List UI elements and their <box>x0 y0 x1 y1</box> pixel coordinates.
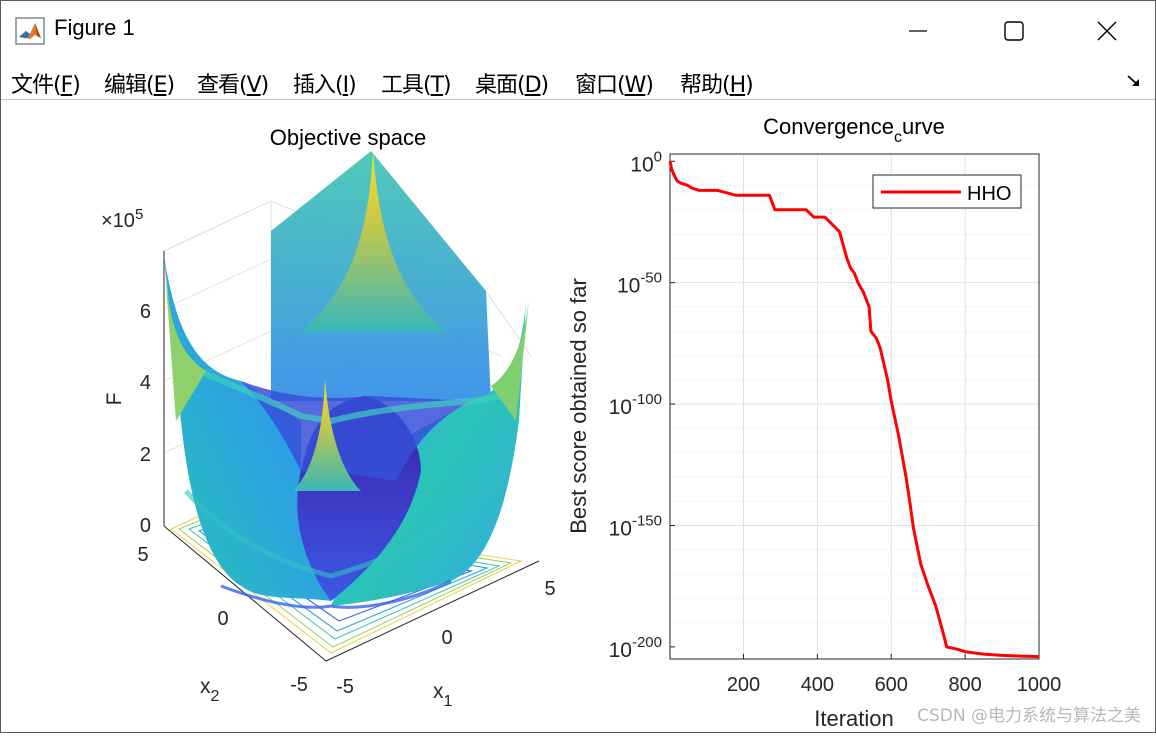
y-tick-label: 10-100 <box>609 391 662 419</box>
x1-tick-neg5: -5 <box>336 676 354 698</box>
figure-svg: Objective space ×105 F 0 2 4 6 5 0 -5 -5… <box>101 114 1061 731</box>
menu-desktop[interactable]: 桌面(D) <box>475 73 549 98</box>
surface-exponent: ×105 <box>101 206 143 232</box>
close-icon <box>1097 21 1117 41</box>
y-tick-label: 100 <box>630 148 662 176</box>
minimize-button[interactable] <box>871 1 963 61</box>
watermark: CSDN @电力系统与算法之美 <box>917 706 1141 726</box>
x-tick-label: 1000 <box>1017 674 1062 696</box>
surface-left-wall <box>164 256 331 601</box>
x-tick-label: 600 <box>875 674 908 696</box>
x-tick-label: 400 <box>801 674 834 696</box>
surface-title: Objective space <box>270 125 427 150</box>
surface-peak-right <box>491 301 529 421</box>
menu-file[interactable]: 文件(F) <box>11 73 81 98</box>
surface-xlabel: x1 <box>433 680 453 710</box>
menu-help[interactable]: 帮助(H) <box>680 73 754 98</box>
matlab-icon <box>15 17 45 45</box>
menu-insert[interactable]: 插入(I) <box>293 73 357 98</box>
x2-tick-0: 0 <box>217 608 228 630</box>
title-bar: Figure 1 <box>1 1 1155 61</box>
x2-tick-neg5: -5 <box>290 674 308 696</box>
convergence-yticks: 100 10-50 10-100 10-150 10-200 <box>609 148 675 662</box>
legend-label-hho: HHO <box>967 183 1011 205</box>
maximize-button[interactable] <box>968 1 1060 61</box>
convergence-xlabel: Iteration <box>814 706 894 731</box>
x-tick-label: 200 <box>727 674 760 696</box>
series-line-hho <box>668 160 1040 659</box>
z-tick-2: 2 <box>140 444 151 466</box>
y-tick-label: 10-50 <box>617 270 662 298</box>
surface-peak-left <box>164 256 206 421</box>
surface-zlabel: F <box>103 393 126 406</box>
z-tick-4: 4 <box>140 372 151 394</box>
legend: HHO <box>872 174 1022 209</box>
x-tick-label: 800 <box>948 674 981 696</box>
convergence-plot: 200 400 600 800 1000 100 10-50 10-100 10-150 10-… <box>566 114 1061 731</box>
surface-ylabel: x2 <box>200 675 220 705</box>
menu-view[interactable]: 查看(V) <box>197 73 269 98</box>
surface-peak-back <box>301 151 446 331</box>
z-tick-0: 0 <box>140 515 151 537</box>
convergence-title: Convergencecurve <box>763 114 945 146</box>
convergence-ylabel: Best score obtained so far <box>566 278 591 534</box>
x1-tick-0: 0 <box>441 627 452 649</box>
y-tick-label: 10-200 <box>609 634 662 662</box>
surface-peak-center <box>293 379 361 491</box>
menu-tools[interactable]: 工具(T) <box>381 73 452 98</box>
x2-tick-5: 5 <box>137 544 148 566</box>
window-title: Figure 1 <box>54 15 135 40</box>
menu-bar: 文件(F) 编辑(E) 查看(V) 插入(I) 工具(T) 桌面(D) 窗口(W… <box>1 61 1155 100</box>
z-tick-6: 6 <box>140 301 151 323</box>
close-button[interactable] <box>1061 1 1153 61</box>
maximize-icon <box>1004 21 1024 41</box>
menu-edit[interactable]: 编辑(E) <box>104 73 175 98</box>
convergence-xticks: 200 400 600 800 1000 <box>727 654 1061 696</box>
menu-window[interactable]: 窗口(W) <box>575 73 654 98</box>
minimize-icon <box>909 30 927 32</box>
figure-canvas: Objective space ×105 F 0 2 4 6 5 0 -5 -5… <box>1 100 1155 732</box>
x1-tick-5: 5 <box>544 578 555 600</box>
convergence-grid <box>670 154 1039 659</box>
dock-arrow-icon[interactable] <box>1125 73 1143 89</box>
y-tick-label: 10-150 <box>609 512 662 540</box>
